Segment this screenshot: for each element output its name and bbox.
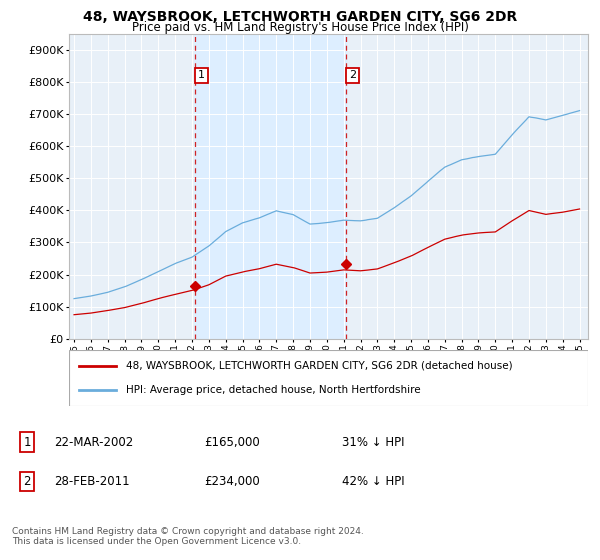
- Text: 42% ↓ HPI: 42% ↓ HPI: [342, 475, 404, 488]
- Text: 22-MAR-2002: 22-MAR-2002: [54, 436, 133, 449]
- Text: Contains HM Land Registry data © Crown copyright and database right 2024.
This d: Contains HM Land Registry data © Crown c…: [12, 527, 364, 546]
- Bar: [196, 34, 346, 339]
- Text: 48, WAYSBROOK, LETCHWORTH GARDEN CITY, SG6 2DR (detached house): 48, WAYSBROOK, LETCHWORTH GARDEN CITY, S…: [126, 361, 513, 371]
- Text: 28-FEB-2011: 28-FEB-2011: [54, 475, 130, 488]
- Text: 31% ↓ HPI: 31% ↓ HPI: [342, 436, 404, 449]
- Text: 2: 2: [23, 475, 31, 488]
- Text: £234,000: £234,000: [204, 475, 260, 488]
- Text: £165,000: £165,000: [204, 436, 260, 449]
- Text: 1: 1: [23, 436, 31, 449]
- Text: 1: 1: [198, 71, 205, 81]
- FancyBboxPatch shape: [69, 350, 588, 406]
- Text: HPI: Average price, detached house, North Hertfordshire: HPI: Average price, detached house, Nort…: [126, 385, 421, 395]
- Text: 2: 2: [349, 71, 356, 81]
- Text: Price paid vs. HM Land Registry's House Price Index (HPI): Price paid vs. HM Land Registry's House …: [131, 21, 469, 34]
- Text: 48, WAYSBROOK, LETCHWORTH GARDEN CITY, SG6 2DR: 48, WAYSBROOK, LETCHWORTH GARDEN CITY, S…: [83, 10, 517, 24]
